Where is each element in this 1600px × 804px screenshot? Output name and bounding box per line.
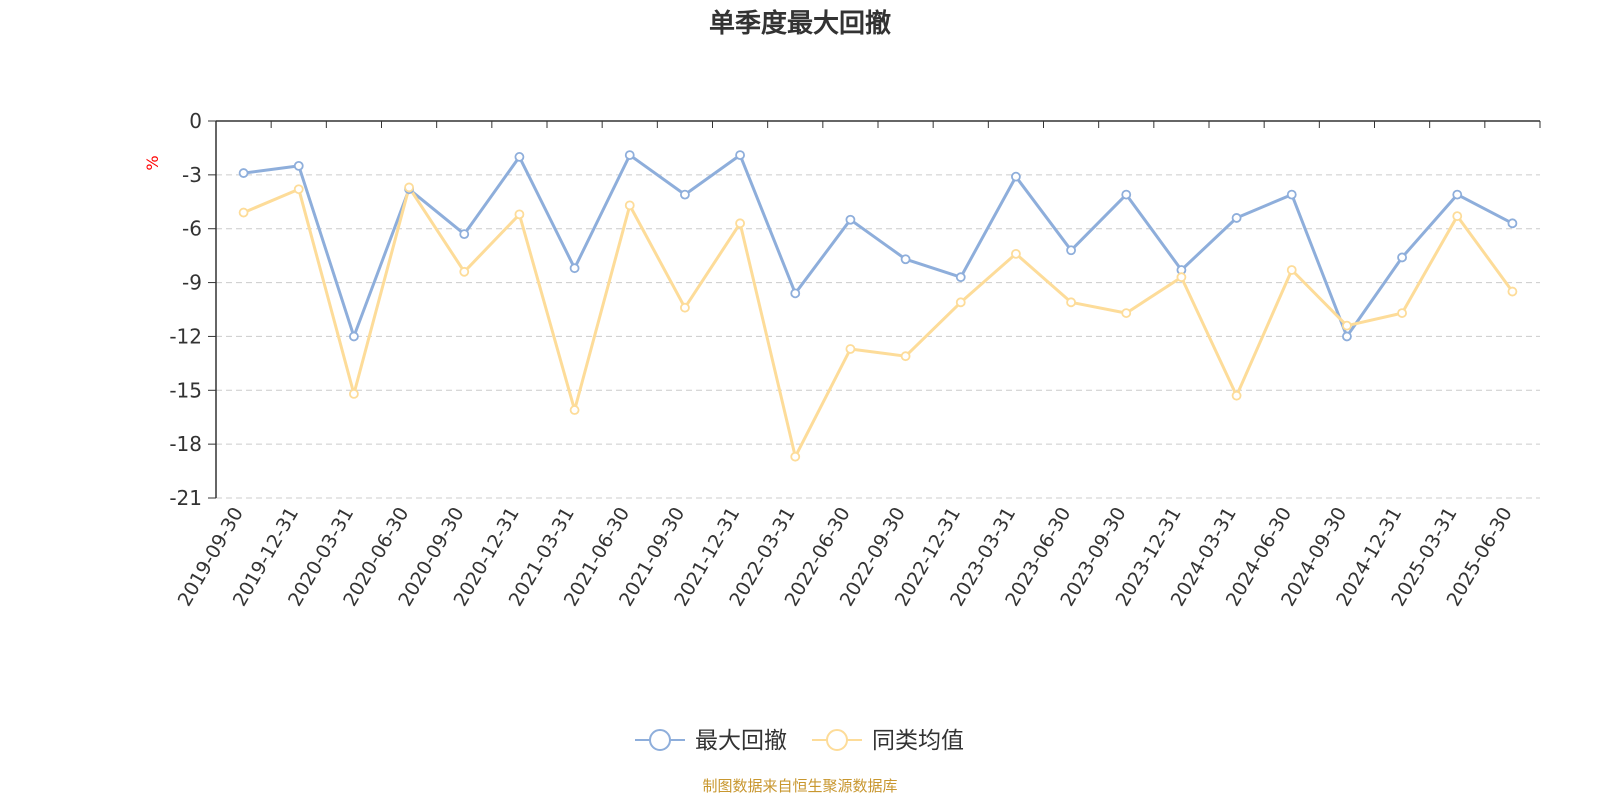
data-point xyxy=(1452,189,1463,200)
data-source-note: 制图数据来自恒生聚源数据库 xyxy=(702,777,897,795)
data-point xyxy=(735,218,745,229)
y-tick-label: -15 xyxy=(169,378,202,402)
data-point xyxy=(1066,245,1076,256)
data-point xyxy=(404,182,414,193)
data-point xyxy=(569,405,580,415)
data-point xyxy=(790,451,801,462)
legend-label: 最大回撤 xyxy=(695,728,787,754)
data-point xyxy=(1507,218,1518,229)
y-tick-label: -3 xyxy=(182,163,202,187)
data-point xyxy=(1066,297,1076,308)
data-point xyxy=(349,388,359,399)
data-point xyxy=(680,189,690,200)
data-point xyxy=(735,150,745,161)
data-point xyxy=(514,209,525,220)
data-point xyxy=(293,160,304,171)
legend-label: 同类均值 xyxy=(872,728,964,754)
data-point xyxy=(1011,171,1021,182)
data-point xyxy=(459,266,470,277)
series-line xyxy=(243,153,1514,338)
data-point xyxy=(1286,265,1297,275)
data-point xyxy=(1452,211,1463,222)
y-axis-unit-label: % xyxy=(143,155,162,170)
data-point xyxy=(900,254,911,265)
legend-marker xyxy=(826,729,848,751)
axis-layer: 0-3-6-9-12-15-18-212019-09-302019-12-312… xyxy=(169,109,1541,610)
data-point xyxy=(845,214,856,225)
y-tick-label: -12 xyxy=(169,324,202,348)
series-layer xyxy=(238,150,1518,462)
data-point xyxy=(900,351,911,362)
data-point xyxy=(624,200,635,211)
data-point xyxy=(955,297,966,308)
data-point xyxy=(955,272,966,283)
data-point xyxy=(238,168,249,178)
data-point xyxy=(624,150,635,161)
chart-title: 单季度最大回撤 xyxy=(709,8,891,39)
legend[interactable]: 最大回撤 同类均值 xyxy=(635,728,964,754)
y-tick-label: -9 xyxy=(182,271,202,295)
y-tick-label: -6 xyxy=(182,217,202,241)
data-point xyxy=(1121,308,1132,318)
data-point xyxy=(1011,248,1021,259)
data-point xyxy=(1286,189,1297,200)
data-point xyxy=(1342,320,1352,331)
y-tick-label: 0 xyxy=(189,109,202,133)
data-point xyxy=(790,288,801,299)
data-point xyxy=(1342,331,1352,342)
data-point xyxy=(569,263,580,274)
data-point xyxy=(680,302,690,313)
data-point xyxy=(514,152,525,162)
data-point xyxy=(1176,272,1187,283)
y-tick-label: -21 xyxy=(169,486,202,510)
grid-layer xyxy=(216,174,1540,499)
y-tick-label: -18 xyxy=(169,432,202,456)
data-point xyxy=(845,344,856,354)
series-line xyxy=(243,185,1514,459)
data-point xyxy=(238,207,249,218)
data-point xyxy=(1121,189,1132,200)
data-point xyxy=(293,184,304,195)
data-point xyxy=(1397,308,1407,318)
data-point xyxy=(1231,213,1242,223)
data-point xyxy=(1507,286,1518,297)
data-point xyxy=(1397,252,1407,263)
data-point xyxy=(349,331,359,342)
data-point xyxy=(459,229,470,240)
data-point xyxy=(1231,390,1242,401)
legend-marker xyxy=(649,729,671,751)
